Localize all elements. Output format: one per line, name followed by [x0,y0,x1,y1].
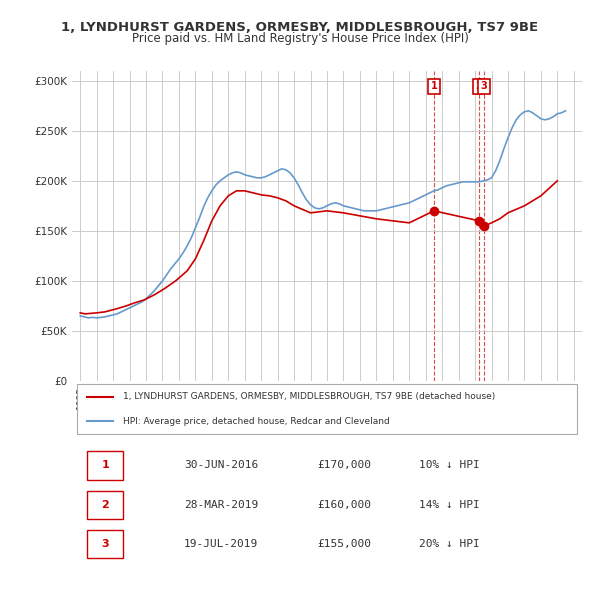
Text: Price paid vs. HM Land Registry's House Price Index (HPI): Price paid vs. HM Land Registry's House … [131,32,469,45]
Text: 1, LYNDHURST GARDENS, ORMESBY, MIDDLESBROUGH, TS7 9BE: 1, LYNDHURST GARDENS, ORMESBY, MIDDLESBR… [61,21,539,34]
Text: HPI: Average price, detached house, Redcar and Cleveland: HPI: Average price, detached house, Redc… [123,417,390,426]
FancyBboxPatch shape [88,491,123,519]
Text: £170,000: £170,000 [317,460,371,470]
Text: 2: 2 [475,81,482,91]
FancyBboxPatch shape [88,451,123,480]
Text: £160,000: £160,000 [317,500,371,510]
Text: 3: 3 [101,539,109,549]
FancyBboxPatch shape [77,384,577,434]
Text: 1, LYNDHURST GARDENS, ORMESBY, MIDDLESBROUGH, TS7 9BE (detached house): 1, LYNDHURST GARDENS, ORMESBY, MIDDLESBR… [123,392,495,401]
FancyBboxPatch shape [88,530,123,559]
Text: 14% ↓ HPI: 14% ↓ HPI [419,500,479,510]
Text: 1: 1 [431,81,437,91]
Text: 2: 2 [101,500,109,510]
Text: 19-JUL-2019: 19-JUL-2019 [184,539,259,549]
Text: 20% ↓ HPI: 20% ↓ HPI [419,539,479,549]
Text: £155,000: £155,000 [317,539,371,549]
Text: 1: 1 [101,460,109,470]
Text: 10% ↓ HPI: 10% ↓ HPI [419,460,479,470]
Text: 3: 3 [481,81,487,91]
Text: 28-MAR-2019: 28-MAR-2019 [184,500,259,510]
Text: 30-JUN-2016: 30-JUN-2016 [184,460,259,470]
